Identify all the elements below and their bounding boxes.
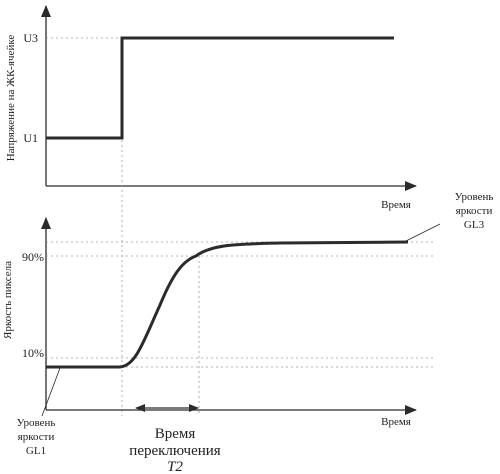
voltage-step-line	[46, 36, 394, 140]
gl3-leader	[405, 223, 441, 242]
gl3-label-line1: Уровень	[455, 191, 494, 203]
top-x-axis-label: Время	[381, 199, 411, 211]
gl3-label-line2: яркости	[456, 205, 493, 217]
t2-label-line3: T2	[167, 459, 183, 474]
top-y-axis-label: Напряжение на ЖК-ячейке	[5, 35, 17, 162]
tick-90: 90%	[22, 250, 44, 264]
gl1-leader	[41, 367, 61, 417]
gl3-label-line3: GL3	[464, 219, 485, 231]
t2-label-line1: Время	[155, 426, 196, 442]
tick-10: 10%	[22, 346, 44, 360]
bottom-x-axis-label: Время	[381, 416, 411, 428]
t2-label-line2: переключения	[129, 443, 221, 459]
bottom-y-axis-label: Яркость пиксела	[2, 261, 14, 339]
gl1-label-line1: Уровень	[17, 417, 56, 429]
top-tick-u3: U3	[23, 31, 38, 45]
top-tick-u1: U1	[23, 131, 38, 145]
brightness-curve	[46, 240, 409, 369]
gl1-label-line3: GL1	[26, 445, 46, 457]
gl1-label-line2: яркости	[18, 431, 55, 443]
